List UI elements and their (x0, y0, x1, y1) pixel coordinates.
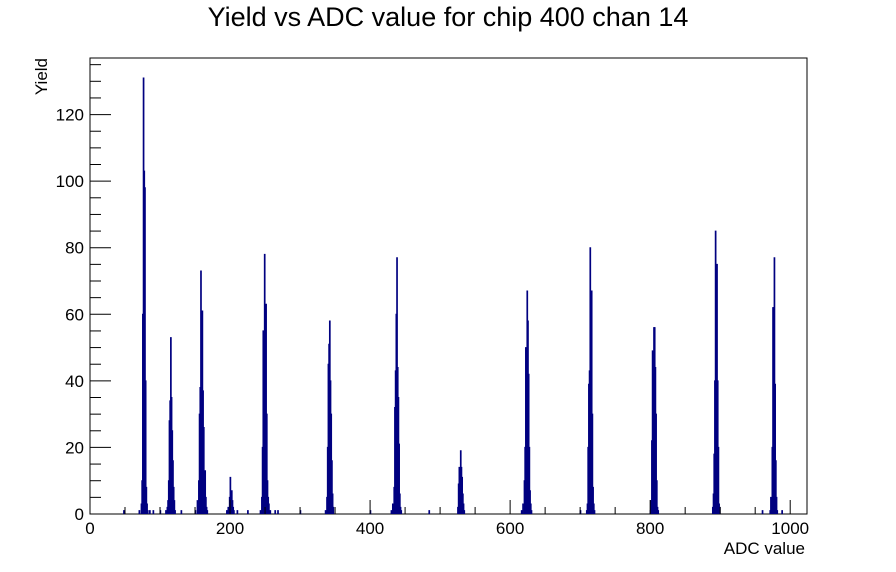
y-tick-label: 80 (65, 239, 84, 258)
histogram-bin (123, 510, 125, 514)
histogram-bin (265, 303, 267, 514)
x-tick-label: 1000 (771, 519, 809, 538)
histogram-bin (398, 493, 401, 514)
histogram-bin (165, 510, 167, 514)
histogram-bin (144, 380, 147, 514)
histogram-bin (274, 510, 277, 514)
y-axis-label: Yield (32, 58, 51, 95)
histogram-bin (530, 510, 533, 514)
histogram-bin (528, 446, 531, 514)
y-tick-label: 0 (75, 505, 84, 524)
histogram-bars (123, 77, 783, 514)
histogram-bin (781, 510, 783, 514)
x-tick-label: 200 (216, 519, 244, 538)
y-tick-label: 120 (56, 106, 84, 125)
histogram-bin (775, 496, 778, 514)
plot-frame (89, 57, 808, 515)
histogram-bin (398, 443, 400, 514)
histogram-bin (400, 510, 403, 514)
histogram-bin (247, 510, 249, 514)
histogram-bin (204, 470, 207, 514)
histogram-bin (268, 503, 270, 514)
x-tick-label: 400 (356, 519, 384, 538)
histogram-bin (227, 506, 230, 514)
histogram-bin (391, 503, 394, 514)
histogram-bin (173, 500, 176, 514)
histogram-bin (265, 413, 268, 514)
histogram-bin (774, 460, 777, 514)
histogram-bin (761, 510, 764, 514)
histogram-bin (463, 510, 466, 514)
histogram-bin (149, 510, 151, 514)
histogram-bin (174, 510, 176, 514)
histogram-bin (529, 503, 532, 514)
histogram-bin (590, 290, 593, 514)
histogram-bin (138, 510, 141, 514)
histogram-bin (229, 476, 232, 514)
histogram-bin (717, 446, 720, 514)
y-tick-label: 20 (65, 438, 84, 457)
histogram-bin (196, 500, 199, 514)
y-tick-label: 100 (56, 172, 84, 191)
histogram-bin (520, 510, 523, 514)
histogram-bin (277, 510, 279, 514)
histogram-bin (269, 510, 272, 514)
histogram-bin (390, 510, 393, 514)
histogram-bin (591, 413, 594, 514)
histogram-bin (202, 426, 205, 514)
histogram-bin (259, 510, 262, 514)
histogram-bin (774, 383, 776, 514)
histogram-bin (529, 490, 531, 514)
histogram-bin (145, 486, 148, 514)
histogram-bin (233, 510, 235, 514)
histogram-bin (324, 510, 327, 514)
histogram-bin (428, 510, 431, 514)
x-axis-label: ADC value (724, 539, 805, 558)
histogram-bin (226, 510, 228, 514)
x-tick-label: 0 (85, 519, 94, 538)
histogram-bin (205, 496, 207, 514)
histogram-bin (180, 510, 183, 514)
x-tick-label: 600 (496, 519, 524, 538)
histogram-bin (146, 503, 148, 514)
histogram-bin (236, 510, 239, 514)
histogram-bin (655, 413, 657, 514)
chart-title: Yield vs ADC value for chip 400 chan 14 (207, 2, 689, 32)
y-tick-label: 60 (65, 305, 84, 324)
histogram-bin (331, 493, 334, 514)
histogram-bin (522, 503, 524, 514)
histogram-bin (593, 510, 596, 514)
x-tick-label: 800 (636, 519, 664, 538)
histogram-bin (332, 506, 335, 514)
histogram-bin (589, 247, 592, 514)
histogram-bin (655, 480, 658, 514)
histogram-bin (331, 460, 333, 514)
histogram-bin (200, 270, 202, 514)
y-tick-label: 40 (65, 372, 84, 391)
x-axis: 0 200 400 600 800 1000 (85, 500, 809, 538)
histogram-bin (146, 510, 149, 514)
histogram-bin (152, 510, 155, 514)
histogram-bin (592, 503, 595, 514)
histogram-bin (592, 486, 594, 514)
y-axis: 0 20 40 60 80 100 120 (56, 64, 111, 524)
histogram-bin (462, 503, 465, 514)
histogram-bin (527, 373, 530, 514)
histogram-bin (657, 510, 660, 514)
histogram-bin (144, 187, 146, 514)
histogram-bin (206, 510, 209, 514)
histogram-bin (776, 510, 779, 514)
